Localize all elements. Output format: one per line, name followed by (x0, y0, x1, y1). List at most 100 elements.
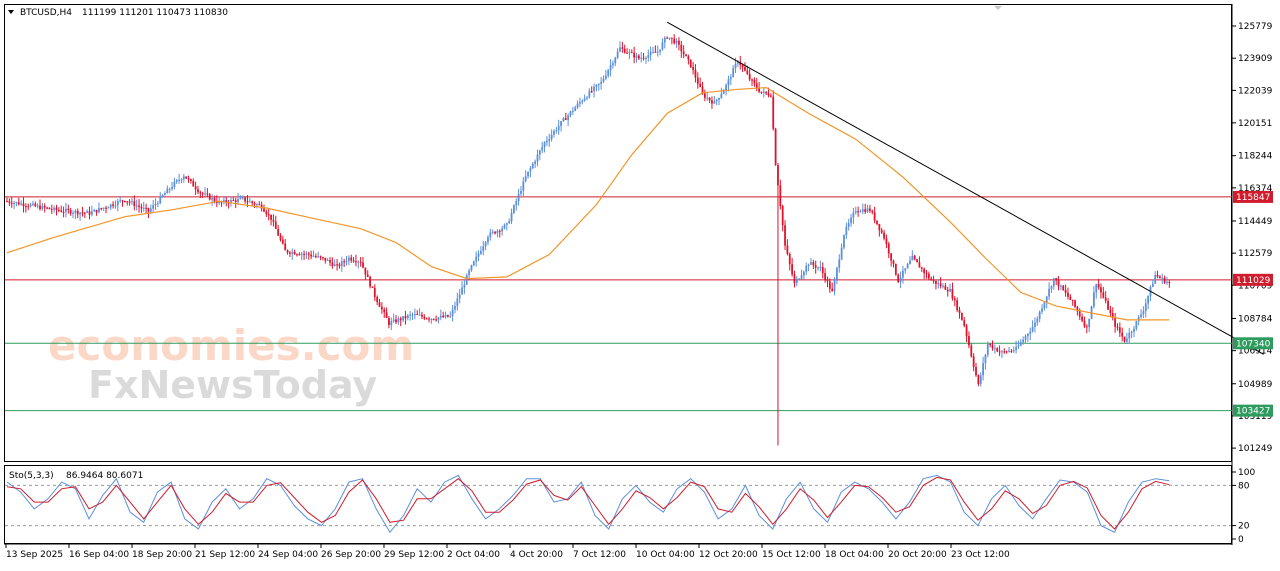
bull-candle (725, 85, 727, 91)
time-tick-label: 20 Oct 20:00 (888, 550, 947, 560)
bull-candle (1012, 350, 1015, 352)
bear-candle (265, 211, 268, 215)
bear-candle (711, 100, 713, 104)
bull-candle (819, 267, 822, 269)
bull-candle (15, 202, 18, 204)
bull-candle (1024, 336, 1027, 340)
bear-candle (699, 83, 702, 87)
bull-candle (675, 40, 678, 44)
bull-candle (706, 97, 709, 99)
bear-candle (336, 264, 338, 266)
bull-candle (154, 203, 157, 206)
bear-candle (1076, 306, 1079, 312)
bear-candle (703, 93, 706, 98)
bear-candle (22, 203, 25, 207)
bull-candle (1137, 317, 1140, 322)
price-tick-label: 101249 (1238, 444, 1273, 454)
bull-candle (762, 91, 765, 93)
bull-candle (993, 348, 996, 350)
bull-candle (211, 198, 214, 200)
bull-candle (515, 201, 518, 206)
bull-candle (1095, 284, 1098, 293)
bear-candle (694, 69, 697, 78)
bear-candle (951, 289, 954, 299)
bear-candle (350, 257, 353, 261)
bull-candle (397, 318, 400, 323)
bull-candle (517, 193, 520, 202)
bear-candle (67, 208, 70, 211)
bull-candle (1031, 326, 1034, 332)
bear-candle (208, 194, 211, 200)
bull-candle (838, 259, 841, 268)
bull-candle (463, 284, 466, 288)
bear-candle (956, 300, 959, 311)
bear-candle (206, 193, 209, 195)
bear-candle (670, 37, 673, 39)
time-tick-label: 15 Oct 12:00 (762, 550, 821, 560)
bear-candle (781, 206, 784, 226)
bull-candle (305, 253, 308, 255)
bear-candle (50, 209, 53, 211)
bear-candle (991, 344, 994, 349)
time-tick-label: 16 Sep 04:00 (69, 550, 129, 560)
bear-candle (869, 208, 871, 211)
bull-candle (602, 78, 605, 82)
bull-candle (640, 57, 643, 59)
bear-candle (666, 37, 669, 39)
bull-candle (41, 205, 44, 210)
bear-candle (871, 210, 874, 213)
time-tick-label: 10 Oct 04:00 (636, 550, 695, 560)
bull-candle (718, 97, 720, 100)
price-tick-label: 104989 (1238, 380, 1273, 390)
bear-candle (62, 211, 65, 213)
time-axis: 13 Sep 2025 16 Sep 04:00 18 Sep 20:00 21 Se… (5, 544, 1010, 560)
bull-candle (852, 212, 855, 218)
bear-candle (1067, 292, 1069, 297)
bull-candle (1128, 332, 1131, 339)
stoch-tick-label: 80 (1238, 481, 1250, 491)
bear-candle (128, 201, 131, 203)
bear-candle (442, 315, 445, 318)
bull-candle (116, 201, 119, 206)
bull-candle (534, 161, 537, 164)
bear-candle (637, 55, 640, 59)
bull-candle (20, 203, 23, 205)
symbol-menu-arrow-icon[interactable] (8, 10, 14, 14)
bull-candle (152, 205, 155, 209)
bull-candle (357, 261, 360, 263)
bear-candle (633, 52, 636, 58)
bear-candle (564, 118, 567, 120)
bull-candle (607, 70, 610, 76)
bull-candle (722, 90, 725, 94)
bull-candle (1043, 302, 1046, 309)
bear-candle (873, 212, 876, 221)
bear-candle (197, 189, 199, 193)
stoch-tick-label: 0 (1238, 535, 1244, 545)
bear-candle (1111, 312, 1114, 318)
bull-candle (93, 209, 96, 212)
time-tick-label: 7 Oct 12:00 (573, 550, 626, 560)
bear-candle (824, 273, 827, 281)
time-tick-label: 26 Sep 20:00 (321, 550, 381, 560)
bear-candle (744, 67, 746, 71)
bull-candle (576, 103, 579, 108)
bull-candle (1142, 311, 1145, 315)
bull-candle (652, 51, 654, 53)
bull-candle (230, 200, 232, 204)
bear-candle (814, 265, 817, 268)
bear-candle (1005, 351, 1008, 353)
bull-candle (845, 226, 848, 236)
bull-candle (159, 196, 162, 204)
bear-candle (8, 201, 11, 203)
scroll-marker-icon[interactable] (994, 6, 1002, 10)
support-level-label: 103427 (1236, 407, 1270, 417)
bull-candle (223, 200, 225, 203)
bear-candle (60, 210, 63, 212)
bear-candle (932, 280, 935, 282)
bear-candle (138, 205, 140, 207)
bear-candle (498, 230, 501, 232)
bear-candle (793, 274, 796, 283)
bear-candle (388, 318, 390, 325)
bear-candle (654, 51, 657, 53)
bull-candle (173, 181, 176, 187)
